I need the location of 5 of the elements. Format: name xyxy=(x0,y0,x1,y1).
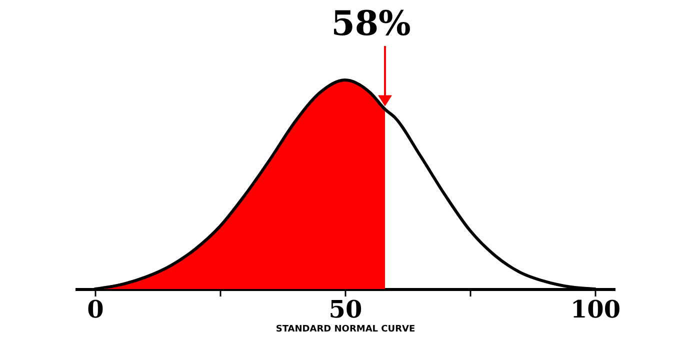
x-tick-label: 50 xyxy=(328,294,362,324)
x-tick-label: 100 xyxy=(570,294,621,324)
annotation: 58% xyxy=(331,4,411,44)
x-tick-label: 0 xyxy=(87,294,104,324)
x-axis-title: STANDARD NORMAL CURVE xyxy=(276,324,416,334)
